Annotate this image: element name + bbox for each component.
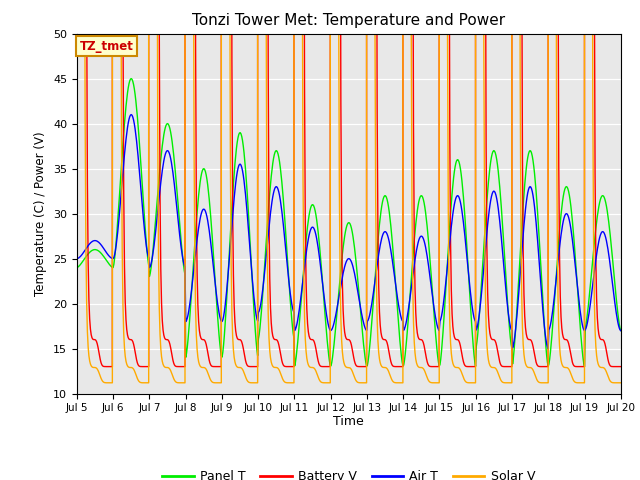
Line: Solar V: Solar V (77, 0, 621, 383)
Battery V (431, 364, 439, 370)
Air T (83, 245, 90, 251)
Battery V (416, 336, 424, 342)
Panel T (416, 196, 424, 202)
Battery V (140, 364, 147, 370)
Air T (545, 346, 552, 351)
Legend: Panel T, Battery V, Air T, Solar V: Panel T, Battery V, Air T, Solar V (157, 465, 540, 480)
Panel T (140, 199, 147, 205)
Panel T (83, 253, 90, 259)
Panel T (223, 285, 231, 290)
Text: TZ_tmet: TZ_tmet (79, 40, 133, 53)
Air T (617, 328, 625, 334)
Panel T (73, 264, 81, 270)
Title: Tonzi Tower Met: Temperature and Power: Tonzi Tower Met: Temperature and Power (192, 13, 506, 28)
X-axis label: Time: Time (333, 415, 364, 428)
Line: Panel T: Panel T (77, 79, 621, 367)
Air T (431, 314, 439, 320)
Panel T (580, 364, 588, 370)
Solar V (415, 364, 422, 370)
Solar V (431, 380, 438, 385)
Solar V (139, 380, 147, 385)
Battery V (195, 319, 202, 324)
Line: Air T: Air T (77, 115, 621, 348)
Battery V (109, 364, 116, 370)
Line: Battery V: Battery V (77, 0, 621, 367)
Solar V (617, 380, 625, 385)
Solar V (194, 354, 202, 360)
Air T (127, 112, 135, 118)
Air T (73, 256, 81, 262)
Air T (140, 216, 147, 221)
Y-axis label: Temperature (C) / Power (V): Temperature (C) / Power (V) (35, 132, 47, 296)
Air T (195, 225, 202, 231)
Panel T (617, 328, 625, 334)
Panel T (127, 76, 135, 82)
Solar V (83, 300, 90, 305)
Battery V (617, 364, 625, 370)
Panel T (195, 192, 202, 198)
Panel T (431, 329, 439, 335)
Air T (223, 280, 231, 286)
Air T (416, 235, 424, 241)
